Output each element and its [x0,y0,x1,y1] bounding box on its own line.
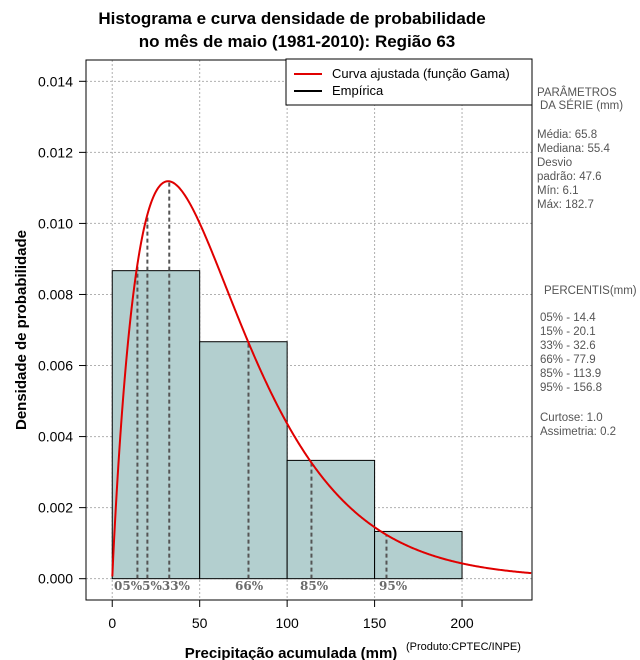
x-axis: 0 50 100 150 200 [108,600,474,631]
y-tick-label-0: 0.000 [38,571,73,587]
params-title-2: DA SÉRIE (mm) [540,99,623,112]
percentile-label-66: 66% [235,579,264,593]
stat-median: Mediana: 55.4 [537,143,610,155]
histogram-bar-3 [374,530,463,580]
percentil-15: 15% - 20.1 [540,326,596,338]
stat-skewness: Assimetria: 0.2 [540,426,616,438]
x-axis-title: Precipitação acumulada (mm) [185,645,398,660]
side-panel: PARÂMETROS DA SÉRIE (mm) Média: 65.8 Med… [537,86,637,438]
percentile-label-95: 95% [379,579,408,593]
legend-label-fit: Curva ajustada (função Gama) [332,66,510,81]
y-tick-label-3: 0.006 [38,358,73,374]
percentile-label-low: 05%5%33% [114,579,191,593]
percentil-85: 85% - 113.9 [540,368,601,380]
chart-title-line-2: no mês de maio (1981-2010): Região 63 [139,32,456,51]
histogram-bar-0 [111,270,201,580]
stat-sd-value: padrão: 47.6 [537,171,602,183]
legend: Curva ajustada (função Gama) Empírica [285,58,533,106]
gamma-curve-layer [111,180,532,577]
histogram-bars [111,270,463,580]
percentil-33: 33% - 32.6 [540,340,596,352]
y-tick-label-1: 0.002 [38,500,73,516]
y-tick-label-2: 0.004 [38,429,73,445]
stat-min: Mín: 6.1 [537,185,579,197]
stat-kurtosis: Curtose: 1.0 [540,412,603,424]
x-tick-label-0: 0 [108,615,116,631]
y-tick-label-6: 0.012 [38,144,73,160]
params-title-1: PARÂMETROS [537,86,617,99]
stat-sd-label: Desvio [537,157,572,169]
chart-title-line-1: Histograma e curva densidade de probabil… [98,9,485,28]
x-tick-label-4: 200 [450,615,474,631]
histogram-bar-1 [199,341,288,580]
percentile-markers [136,181,388,579]
legend-label-empirical: Empírica [332,83,384,98]
credit-label: (Produto:CPTEC/INPE) [406,641,521,653]
percentis-title: PERCENTIS(mm) [544,285,637,297]
y-axis: 0.000 0.002 0.004 0.006 0.008 0.010 0.012 0.014 [38,73,86,587]
y-tick-label-4: 0.008 [38,286,73,302]
x-tick-label-1: 50 [192,615,208,631]
gamma-curve [111,180,532,577]
percentil-05: 05% - 14.4 [540,312,596,324]
x-tick-label-2: 100 [275,615,299,631]
stat-mean: Média: 65.8 [537,129,597,141]
percentil-95: 95% - 156.8 [540,382,602,394]
x-tick-label-3: 150 [363,615,387,631]
y-tick-label-5: 0.010 [38,215,73,231]
stat-max: Máx: 182.7 [537,199,594,211]
percentile-labels: 05%5%33% 66% 85% 95% [114,579,408,593]
legend-box [285,58,533,106]
histogram-bar-2 [286,459,376,580]
percentile-label-85: 85% [300,579,329,593]
y-axis-title: Densidade de probabilidade [13,230,30,430]
y-tick-label-7: 0.014 [38,73,73,89]
percentil-66: 66% - 77.9 [540,354,596,366]
